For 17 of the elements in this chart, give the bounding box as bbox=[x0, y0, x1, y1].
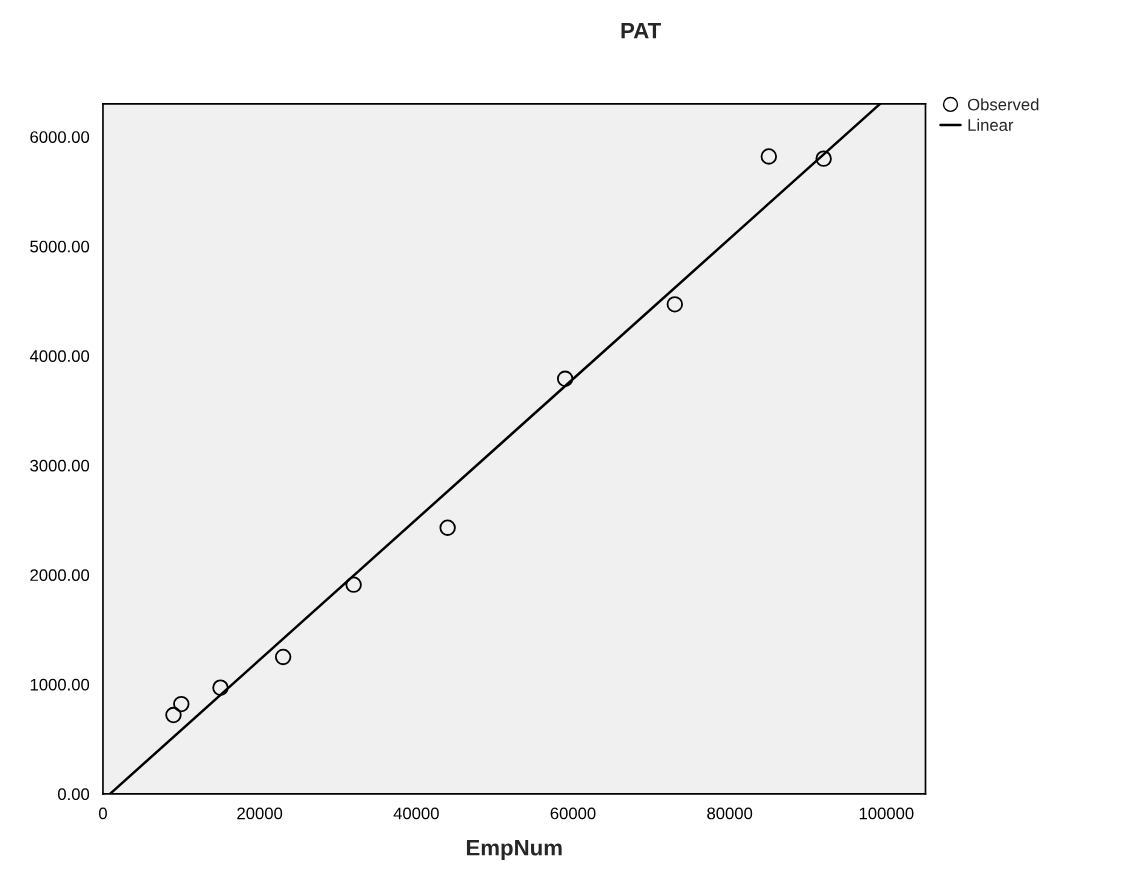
y-tick-label: 2000.00 bbox=[30, 569, 90, 582]
x-axis-title: EmpNum bbox=[466, 840, 562, 860]
y-tick-label: 3000.00 bbox=[30, 459, 90, 472]
y-tick-label: 5000.00 bbox=[30, 240, 90, 253]
y-tick-label: 6000.00 bbox=[30, 131, 90, 143]
x-tick-label: 100000 bbox=[859, 807, 914, 820]
x-tick-label: 40000 bbox=[393, 807, 439, 820]
x-tick-label: 0 bbox=[98, 807, 107, 820]
legend-label: Observed bbox=[967, 98, 1039, 111]
y-tick-label: 1000.00 bbox=[30, 678, 90, 691]
x-tick-label: 80000 bbox=[707, 807, 753, 820]
chart-title: PAT bbox=[621, 23, 661, 39]
y-tick-label: 0.00 bbox=[57, 788, 90, 801]
y-tick-label: 4000.00 bbox=[29, 350, 90, 362]
x-tick-label: 60000 bbox=[550, 807, 596, 820]
x-tick-label: 20000 bbox=[237, 807, 283, 820]
legend-label: Linear bbox=[968, 118, 1014, 131]
